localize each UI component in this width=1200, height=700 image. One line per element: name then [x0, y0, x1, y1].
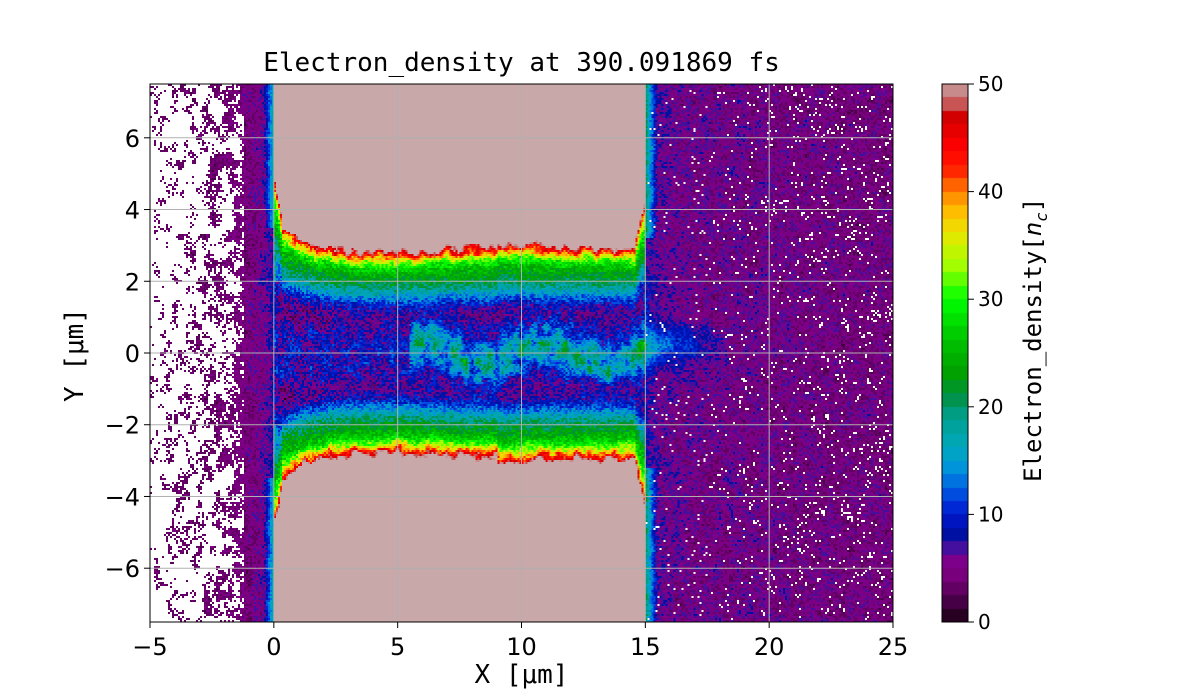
x-tick-label: 10 — [506, 633, 537, 661]
y-tick-label: −4 — [105, 483, 140, 511]
colorbar-tick-label: 50 — [978, 72, 1003, 96]
x-tick-label: 20 — [754, 633, 785, 661]
y-axis-label: Y [μm] — [60, 308, 90, 402]
colorbar-tick-label: 30 — [978, 287, 1003, 311]
colorbar-label-end: ] — [1019, 197, 1048, 213]
colorbar — [942, 84, 968, 622]
y-tick-label: 4 — [125, 197, 140, 225]
x-tick-label: −5 — [132, 633, 167, 661]
x-tick-label: 5 — [390, 633, 405, 661]
x-axis-label: X [μm] — [474, 660, 569, 690]
colorbar-label-var: n — [1019, 221, 1048, 237]
colorbar-tick-label: 0 — [978, 610, 991, 634]
colorbar-label-text: Electron_density[ — [1019, 236, 1048, 482]
y-tick-label: 2 — [125, 268, 140, 296]
colorbar-tick-label: 20 — [978, 395, 1003, 419]
plot-frame — [149, 83, 894, 623]
x-tick-label: 25 — [878, 633, 909, 661]
colorbar-tick-label: 40 — [978, 180, 1003, 204]
y-tick-label: −6 — [105, 555, 140, 583]
x-tick-label: 15 — [630, 633, 661, 661]
chart-title: Electron_density at 390.091869 fs — [263, 48, 780, 78]
x-tick-label: 0 — [266, 633, 281, 661]
colorbar-label: Electron_density[nc] — [1019, 198, 1051, 482]
y-tick-label: −2 — [105, 412, 140, 440]
y-tick-label: 6 — [125, 125, 140, 153]
y-tick-label: 0 — [125, 340, 140, 368]
colorbar-frame — [941, 83, 969, 623]
colorbar-label-sub: c — [1031, 212, 1051, 222]
colorbar-tick-label: 10 — [978, 502, 1003, 526]
